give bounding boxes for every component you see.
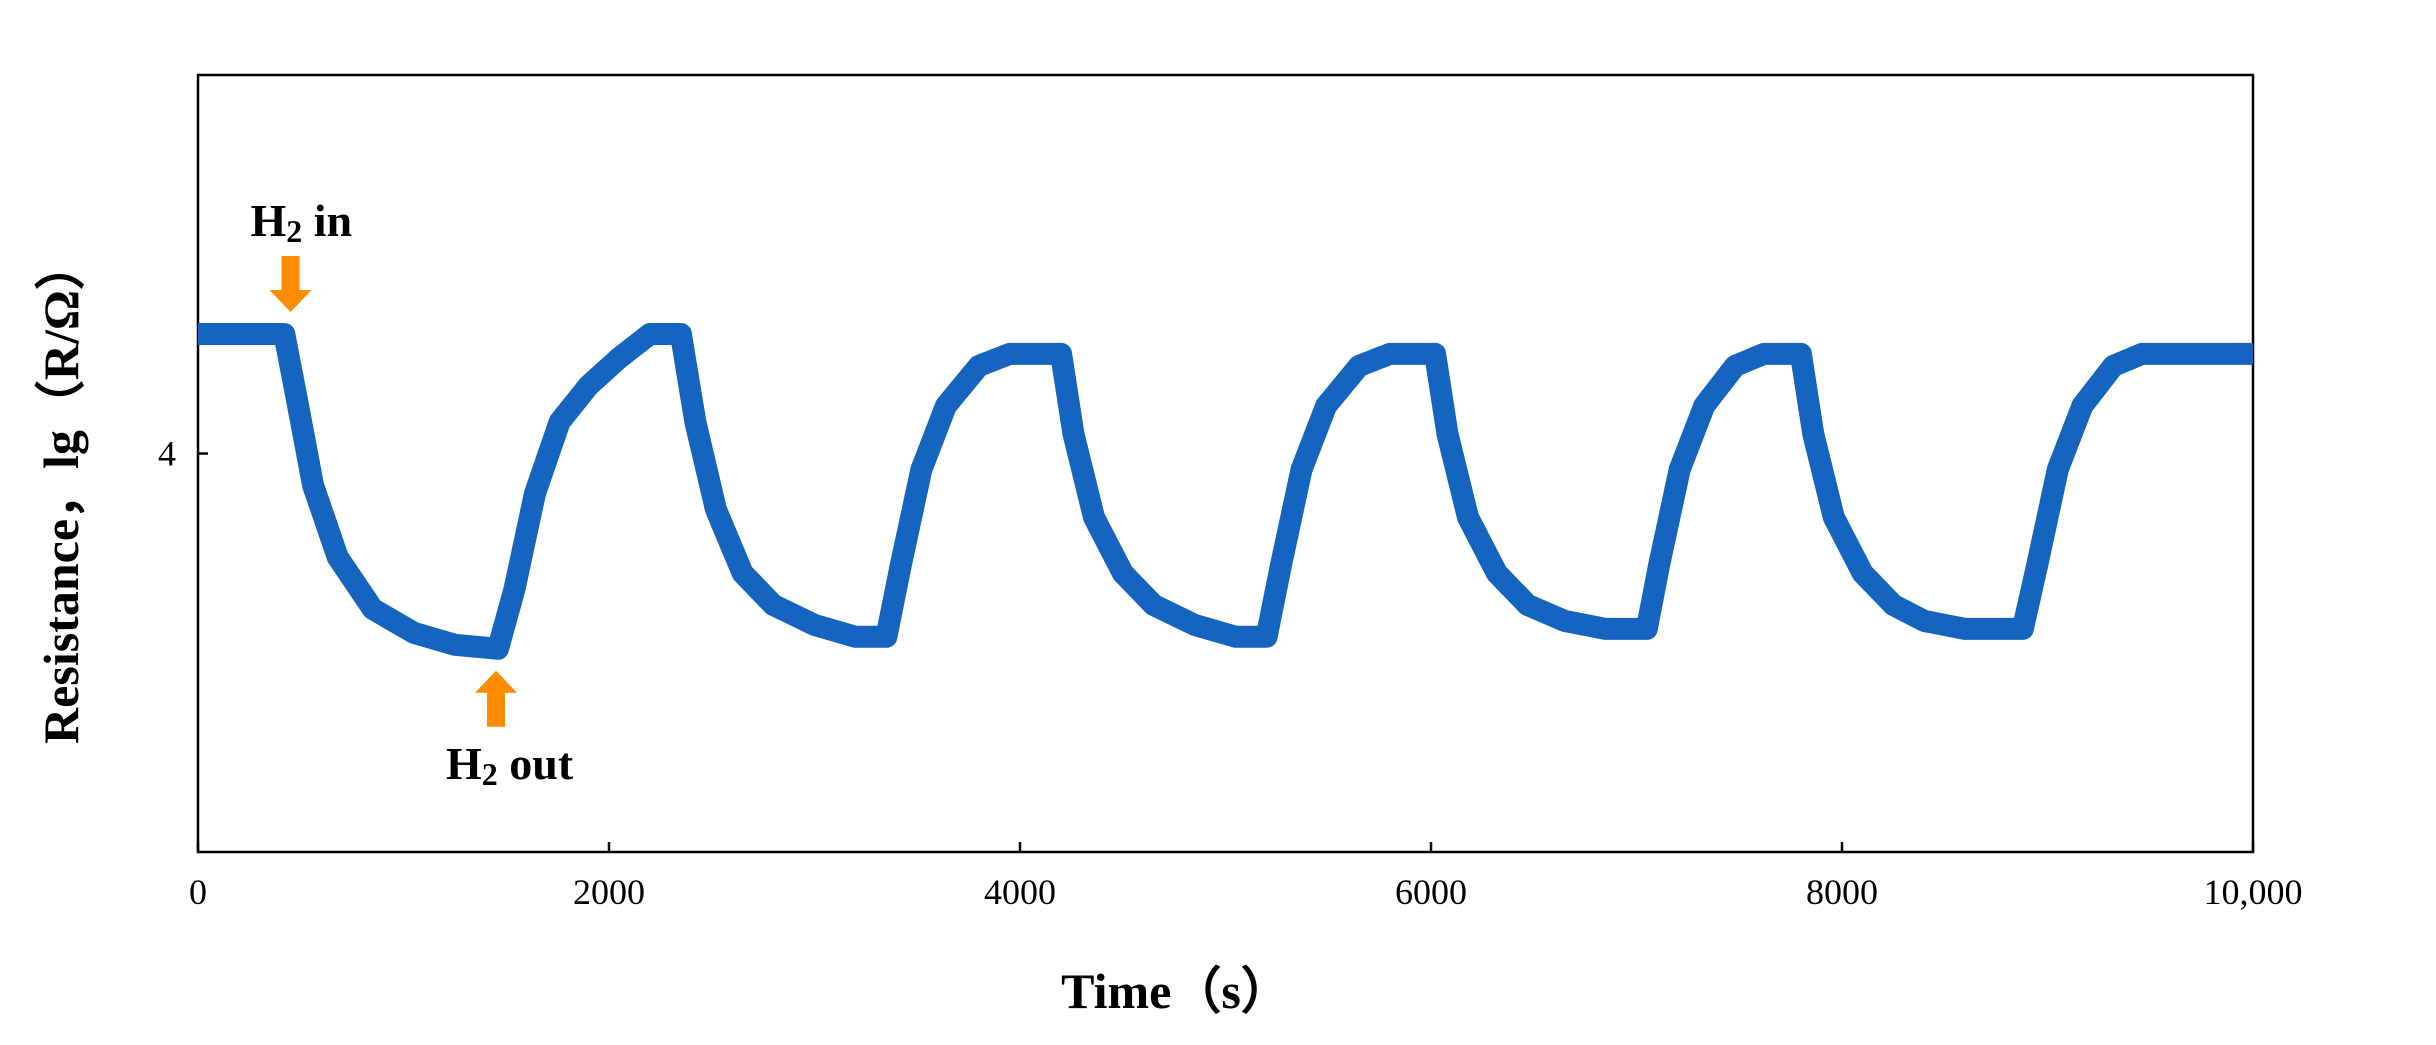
annotation-label-1: H2 out (446, 738, 574, 792)
x-axis-title: Time（s） (1061, 963, 1291, 1019)
plot-frame (196, 73, 2255, 854)
annotation-1: H2 out (446, 670, 574, 792)
x-tick-label-5: 10,000 (2204, 872, 2303, 912)
y-tick-label-0: 4 (158, 434, 176, 474)
annotation-arrow-0 (269, 256, 312, 312)
x-tick-label-1: 2000 (573, 872, 645, 912)
annotation-arrow-1 (475, 670, 517, 727)
series-line-0 (198, 323, 2253, 660)
x-tick-label-2: 4000 (984, 872, 1056, 912)
y-axis-title: Resistance，lg（R/Ω） (33, 240, 89, 744)
x-tick-label-3: 6000 (1395, 872, 1467, 912)
x-tick-label-0: 0 (189, 872, 207, 912)
x-tick-label-4: 8000 (1806, 872, 1878, 912)
annotation-0: H2 in (250, 195, 352, 312)
annotation-label-0: H2 in (250, 195, 352, 249)
